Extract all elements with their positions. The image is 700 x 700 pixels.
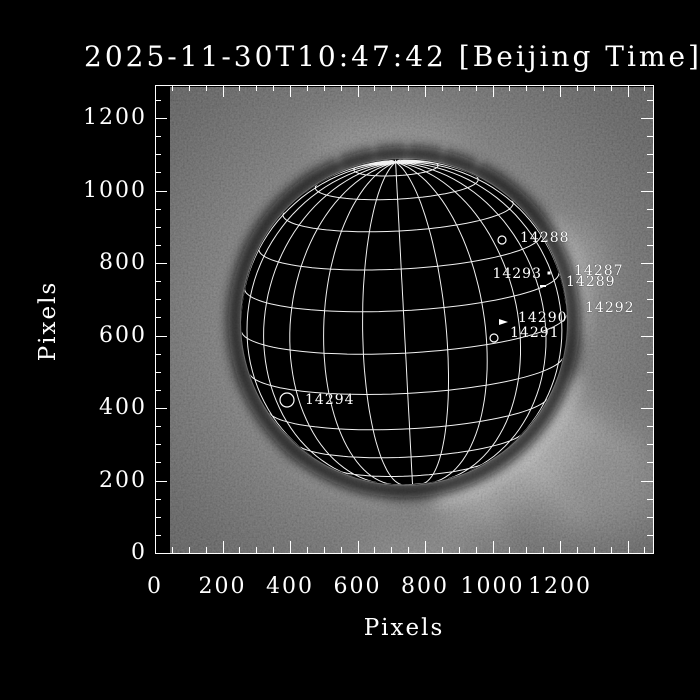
x-tick-label: 400: [266, 574, 314, 599]
y-tick-label: 400: [99, 395, 147, 420]
y-tick-label: 1000: [83, 177, 147, 203]
x-tick-label: 600: [333, 574, 382, 599]
ar-label-14291: 14291: [510, 325, 560, 341]
ar-label-14294: 14294: [305, 392, 355, 408]
ar-label-14289: 14289: [566, 274, 616, 290]
y-tick-label: 0: [131, 540, 147, 565]
x-tick-label: 0: [147, 574, 163, 599]
corona-image: [170, 87, 653, 553]
ar-marker-circle: [489, 333, 499, 343]
page-title: 2025-11-30T10:47:42 [Beijing Time]: [84, 40, 700, 73]
ar-marker-circle: [497, 235, 507, 245]
ar-marker-dot: [547, 271, 551, 275]
ar-marker-circle: [279, 392, 295, 408]
ar-marker-dash: [540, 285, 546, 287]
y-tick-label: 600: [99, 322, 147, 348]
ar-label-14293: 14293: [492, 266, 542, 282]
active-region-markers: [279, 235, 551, 408]
ar-marker-triangle: [499, 319, 508, 325]
x-tick-label: 800: [401, 574, 449, 599]
ar-label-14288: 14288: [520, 230, 570, 246]
ar-label-14287: 14287: [574, 263, 624, 279]
x-tick-label: 1200: [528, 574, 592, 599]
y-tick-label: 200: [99, 467, 147, 493]
ar-label-14292: 14292: [585, 300, 635, 316]
y-tick-label: 800: [99, 250, 147, 275]
axes: [155, 85, 654, 554]
y-tick-label: 1200: [83, 105, 147, 130]
x-tick-label: 1000: [460, 574, 525, 599]
x-axis-title: Pixels: [363, 615, 445, 641]
x-tick-label: 200: [198, 574, 247, 599]
ar-label-14290: 14290: [518, 310, 568, 326]
